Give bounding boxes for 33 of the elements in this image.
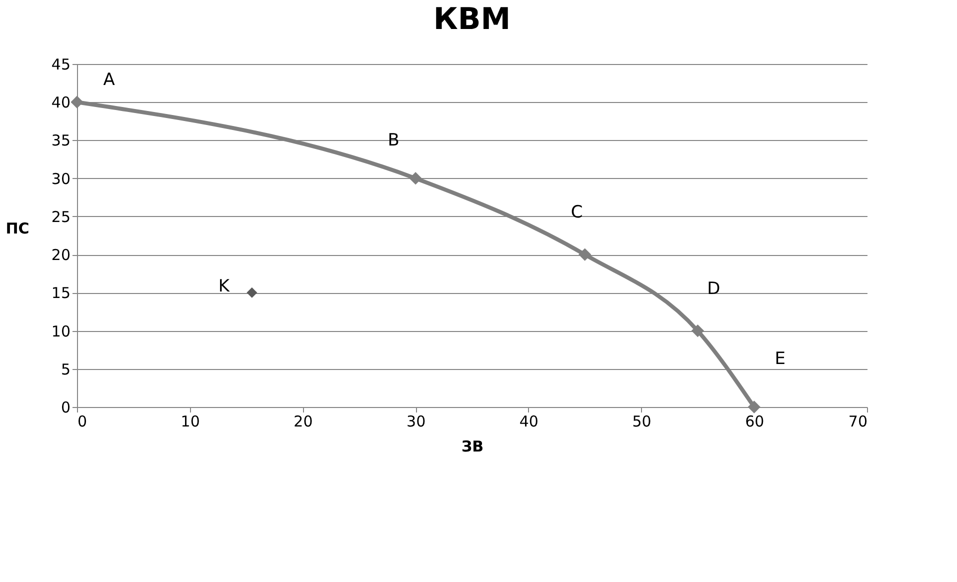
y-tick-label: 25 <box>51 208 70 226</box>
x-tick-label: 10 <box>180 412 200 430</box>
point <box>246 287 258 298</box>
y-tick-label: 20 <box>51 246 70 264</box>
annotation: D <box>707 278 720 299</box>
point <box>409 172 422 185</box>
chart-title: КВМ <box>433 2 511 37</box>
point <box>691 324 704 338</box>
y-axis-title: ПС <box>6 220 30 238</box>
y-tick-label: 0 <box>60 398 70 416</box>
point <box>578 248 592 261</box>
x-tick-label: 30 <box>406 412 426 430</box>
x-tick-label: 60 <box>745 412 764 430</box>
y-tick-label: 40 <box>51 94 70 112</box>
y-tick-label: 15 <box>51 284 70 302</box>
annotation: E <box>774 349 786 369</box>
point <box>70 96 84 108</box>
x-tick-label: 50 <box>632 412 652 430</box>
y-tick-label: 35 <box>51 132 70 150</box>
annotation: C <box>570 202 583 223</box>
point <box>748 400 760 414</box>
y-tick-label: 10 <box>51 322 70 340</box>
annotation: K <box>218 276 230 297</box>
y-tick-label: 45 <box>51 56 70 74</box>
y-tick-label: 30 <box>51 170 70 188</box>
annotation: A <box>103 70 116 90</box>
x-tick-label: 20 <box>294 412 313 430</box>
x-tick-label: 0 <box>78 412 88 430</box>
y-tick-label: 5 <box>60 360 70 378</box>
x-tick-label: 40 <box>519 412 538 430</box>
annotation: B <box>388 130 400 150</box>
x-tick-label: 70 <box>848 412 868 430</box>
x-axis-title: ЗВ <box>461 438 484 456</box>
